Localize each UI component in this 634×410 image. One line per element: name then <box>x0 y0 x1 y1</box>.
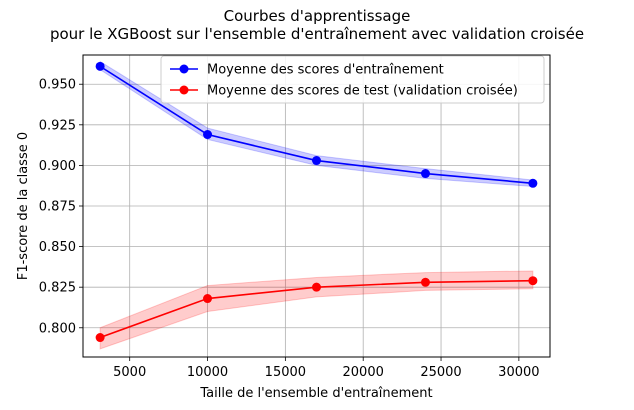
legend-box <box>160 55 545 104</box>
data-point <box>203 294 213 304</box>
series-points <box>95 61 538 343</box>
data-point <box>203 130 213 140</box>
data-point <box>312 282 321 292</box>
y-tick-label: 0.825 <box>39 281 76 296</box>
x-tick-label: 30000 <box>498 365 539 380</box>
y-tick-label: 0.875 <box>39 200 76 215</box>
x-tick-label: 15000 <box>265 365 306 380</box>
y-tick-label: 0.850 <box>39 240 76 255</box>
y-tick-label: 0.925 <box>39 118 76 133</box>
legend-label: Moyenne des scores d'entraînement <box>207 63 444 78</box>
legend-marker <box>179 85 189 95</box>
data-point <box>420 277 430 287</box>
legend-marker <box>179 64 189 74</box>
confidence-bands <box>99 60 534 350</box>
legend: Moyenne des scores d'entraînement Moyenne… <box>160 55 545 104</box>
confidence-band <box>99 270 534 350</box>
chart-title: Courbes d'apprentissage <box>223 7 411 25</box>
data-point <box>528 178 538 188</box>
x-tick-label: 5000 <box>113 365 146 380</box>
x-tick-label: 10000 <box>187 365 228 380</box>
y-tick-label: 0.800 <box>39 321 76 336</box>
x-tick-label: 25000 <box>420 365 461 380</box>
y-axis-ticks: 0.800 0.825 0.850 0.875 0.900 0.925 0.950 <box>39 78 83 336</box>
y-axis-label: F1-score de la classe 0 <box>16 132 31 280</box>
y-tick-label: 0.950 <box>39 78 76 93</box>
x-tick-label: 20000 <box>343 365 384 380</box>
data-point <box>528 276 538 286</box>
y-tick-label: 0.900 <box>39 159 76 174</box>
x-axis-label: Taille de l'ensemble d'entraînement <box>199 386 432 401</box>
data-point <box>420 169 430 179</box>
data-point <box>95 61 105 71</box>
legend-label: Moyenne des scores de test (validation c… <box>207 84 518 99</box>
grid <box>83 55 550 357</box>
data-point <box>95 333 105 343</box>
data-point <box>312 156 321 166</box>
chart-subtitle: pour le XGBoost sur l'ensemble d'entraîn… <box>49 25 585 43</box>
x-axis-ticks: 5000 10000 15000 20000 25000 30000 <box>113 357 540 380</box>
